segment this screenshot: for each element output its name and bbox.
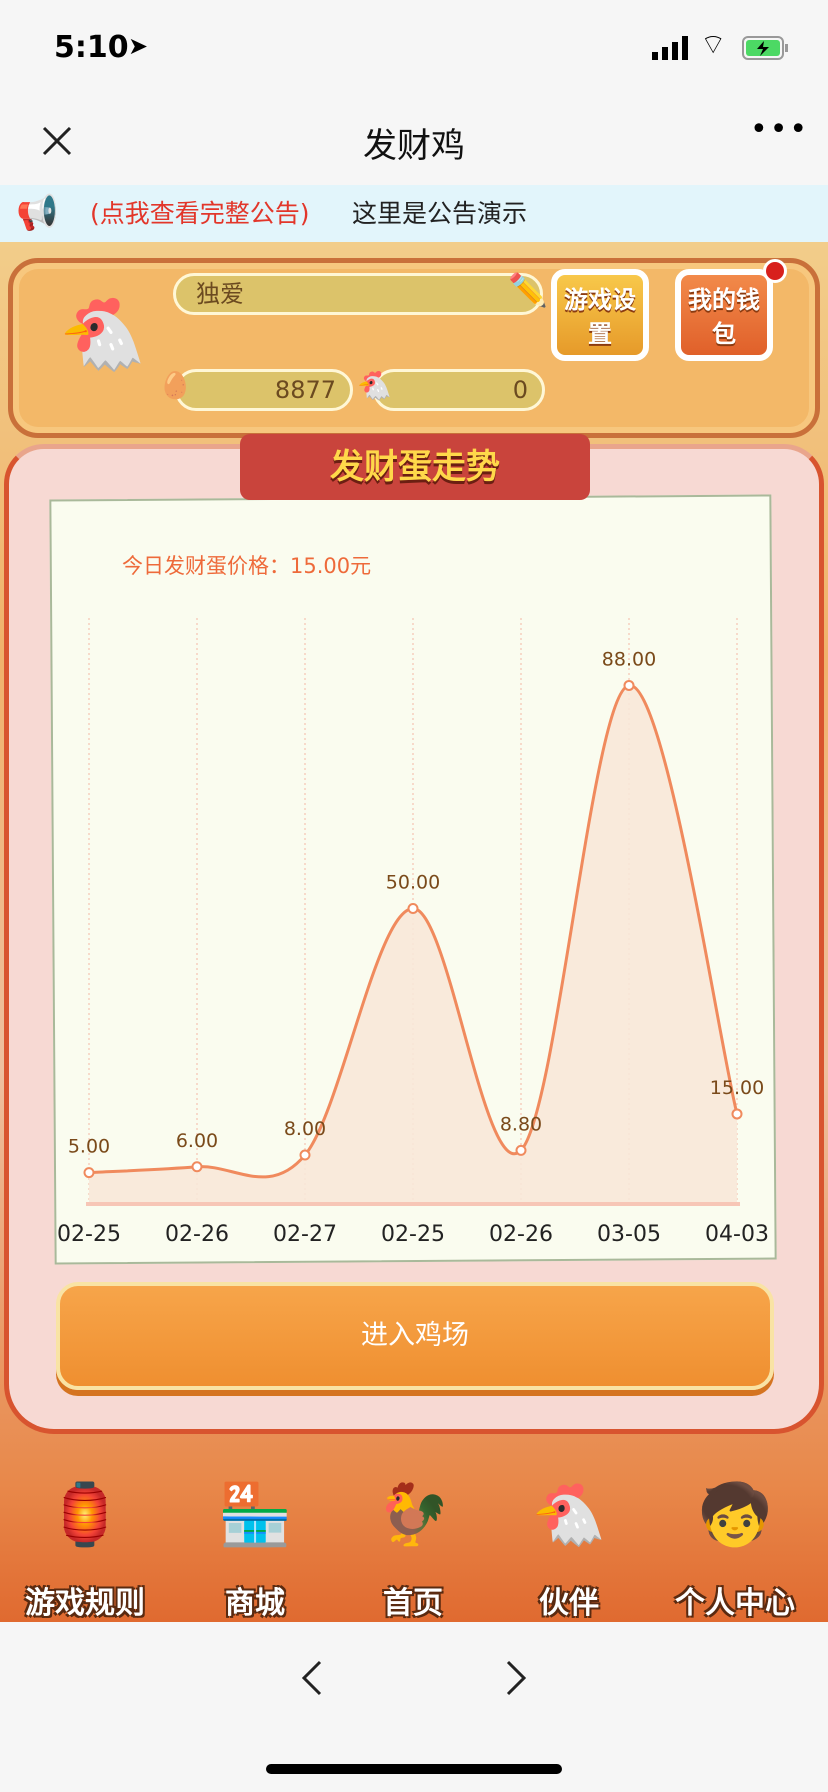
forward-icon[interactable] bbox=[504, 1658, 528, 1698]
signal-icon bbox=[652, 36, 688, 60]
close-icon[interactable] bbox=[42, 126, 72, 156]
x-tick-label: 02-27 bbox=[273, 1222, 337, 1247]
nav-bar: ••• bbox=[0, 100, 828, 185]
nav-label: 首页 bbox=[383, 1586, 443, 1621]
nav-shop[interactable]: 🏪 商城 bbox=[180, 1460, 330, 1621]
game-settings-button[interactable]: 游戏设置 bbox=[551, 269, 649, 361]
notification-dot bbox=[763, 259, 787, 283]
chicken-count-value: 0 bbox=[512, 376, 528, 404]
data-point bbox=[731, 1108, 743, 1120]
x-tick-label: 02-26 bbox=[489, 1222, 553, 1247]
data-point bbox=[191, 1161, 203, 1173]
page-title: 发财鸡 bbox=[363, 126, 465, 166]
trend-ribbon: 发财蛋走势 bbox=[240, 434, 590, 500]
player-header: 🐔 独爱 ✏️ 8877 🥚 0 🐔 游戏设置 我的钱包 bbox=[8, 258, 820, 438]
data-point bbox=[515, 1144, 527, 1156]
chickens-icon: 🐔 bbox=[531, 1480, 607, 1550]
nav-label: 商城 bbox=[225, 1586, 285, 1621]
nav-rules[interactable]: 🏮 游戏规则 bbox=[10, 1460, 160, 1621]
battery-icon bbox=[742, 36, 788, 60]
chicken-count: 0 bbox=[373, 369, 545, 411]
location-icon: ➤ bbox=[128, 32, 149, 60]
browser-toolbar bbox=[0, 1622, 828, 1792]
back-icon[interactable] bbox=[300, 1658, 324, 1698]
egg-count-value: 8877 bbox=[274, 376, 336, 404]
data-point bbox=[407, 903, 419, 914]
child-icon: 🧒 bbox=[697, 1480, 773, 1550]
nav-partners[interactable]: 🐔 伙伴 bbox=[494, 1460, 644, 1621]
data-label: 88.00 bbox=[602, 648, 656, 670]
shop-icon: 🏪 bbox=[217, 1480, 293, 1550]
nav-profile[interactable]: 🧒 个人中心 bbox=[660, 1460, 810, 1621]
status-bar: 5:10 ➤ ⌔ bbox=[0, 0, 828, 100]
x-tick-label: 02-26 bbox=[165, 1222, 229, 1247]
x-tick-label: 03-05 bbox=[597, 1222, 661, 1247]
area-fill bbox=[89, 685, 737, 1202]
more-icon[interactable]: ••• bbox=[750, 112, 810, 147]
data-label: 5.00 bbox=[68, 1136, 110, 1158]
data-point bbox=[299, 1149, 311, 1161]
chicken-icon: 🐔 bbox=[357, 369, 392, 402]
x-tick-label: 02-25 bbox=[57, 1222, 121, 1247]
status-time: 5:10 bbox=[54, 30, 129, 65]
nav-label: 游戏规则 bbox=[25, 1586, 145, 1621]
nickname-field[interactable]: 独爱 bbox=[173, 273, 543, 315]
notice-bar[interactable]: 📢 (点我查看完整公告) 这里是公告演示 bbox=[0, 185, 828, 242]
x-tick-label: 04-03 bbox=[705, 1222, 769, 1247]
notice-text: 这里是公告演示 bbox=[352, 199, 528, 228]
today-price: 今日发财蛋价格：15.00元 bbox=[122, 554, 372, 578]
nickname: 独爱 bbox=[196, 280, 244, 308]
wifi-icon: ⌔ bbox=[700, 28, 727, 61]
data-label: 8.00 bbox=[284, 1118, 326, 1140]
data-label: 50.00 bbox=[386, 872, 440, 894]
nav-home[interactable]: 🐓 首页 bbox=[338, 1460, 488, 1621]
rooster-icon: 🐓 bbox=[375, 1480, 451, 1550]
chicken-avatar: 🐔 bbox=[59, 293, 147, 375]
nav-label: 个人中心 bbox=[675, 1586, 795, 1621]
series-line bbox=[88, 683, 739, 1179]
data-label: 6.00 bbox=[176, 1130, 218, 1152]
rules-chicken-icon: 🏮 bbox=[47, 1480, 123, 1550]
wallet-button[interactable]: 我的钱包 bbox=[675, 269, 773, 361]
home-indicator bbox=[266, 1764, 562, 1774]
data-label: 8.80 bbox=[500, 1113, 542, 1135]
egg-icon: 🥚 bbox=[159, 371, 192, 401]
price-chart: 5.00 02-25 6.00 02-26 8.00 02-27 50.00 02-25 8.8… bbox=[57, 618, 769, 1247]
egg-count: 8877 bbox=[175, 369, 353, 411]
data-point bbox=[83, 1167, 95, 1179]
notice-link[interactable]: (点我查看完整公告) bbox=[90, 199, 310, 228]
nav-label: 伙伴 bbox=[539, 1586, 599, 1621]
x-tick-label: 02-25 bbox=[381, 1222, 445, 1247]
enter-farm-button[interactable]: 进入鸡场 bbox=[56, 1282, 774, 1390]
data-point bbox=[623, 679, 635, 691]
data-label: 15.00 bbox=[710, 1077, 764, 1099]
pencil-icon[interactable]: ✏️ bbox=[508, 271, 548, 309]
megaphone-icon: 📢 bbox=[16, 193, 59, 233]
